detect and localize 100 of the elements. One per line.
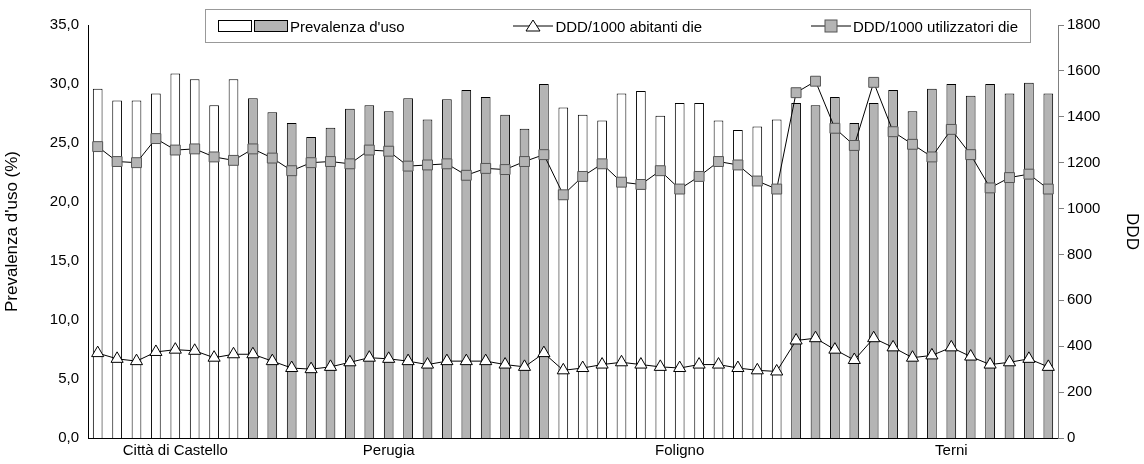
point [945, 123, 957, 135]
point [965, 149, 977, 161]
y2-tick-label: 400 [1067, 336, 1093, 354]
point [828, 342, 842, 354]
x-tick-label: Terni [935, 441, 968, 459]
point [983, 357, 997, 369]
point [1023, 168, 1035, 180]
point [732, 159, 744, 171]
point [886, 339, 900, 352]
point [1022, 351, 1036, 363]
point [344, 158, 356, 170]
point [616, 176, 627, 188]
legend-label: DDD/1000 abitanti die [555, 17, 703, 35]
point [422, 159, 433, 171]
point [557, 189, 569, 201]
point [713, 156, 724, 167]
point [498, 357, 512, 369]
point [635, 179, 647, 190]
point [420, 357, 435, 369]
y-tick-label: 30,0 [49, 74, 79, 92]
y-tick-label: 10,0 [49, 310, 79, 328]
point [731, 360, 745, 373]
legend-label: DDD/1000 utilizzatori die [852, 17, 1018, 35]
point [265, 353, 279, 366]
point [111, 156, 123, 167]
point [228, 154, 239, 166]
point [519, 156, 530, 167]
point [537, 345, 551, 358]
point [131, 157, 142, 169]
point [323, 359, 338, 371]
point [634, 357, 648, 369]
y-tick-label: 35,0 [49, 15, 79, 33]
point [556, 362, 570, 375]
point [441, 158, 453, 170]
point [810, 75, 821, 87]
point [150, 133, 162, 145]
point [692, 357, 706, 369]
y2-tick-label: 1600 [1067, 61, 1101, 79]
point [847, 352, 861, 364]
point [208, 151, 220, 163]
point [1004, 172, 1015, 184]
y-tick-label: 20,0 [49, 192, 79, 210]
y-tick-label: 25,0 [49, 133, 79, 151]
y2-tick-label: 800 [1067, 244, 1093, 262]
point [285, 360, 299, 373]
y-tick-label: 5,0 [58, 369, 79, 387]
point [964, 349, 978, 361]
point [480, 162, 492, 174]
point [1002, 354, 1017, 367]
point [440, 353, 454, 366]
point [325, 156, 336, 167]
point [577, 170, 589, 182]
point [92, 141, 104, 153]
point [848, 140, 860, 151]
point [576, 360, 590, 373]
y2-tick-label: 1800 [1067, 15, 1101, 33]
point [711, 357, 726, 369]
x-tick-label: Città di Castello [122, 441, 228, 459]
point [867, 330, 881, 343]
point [944, 339, 958, 352]
point [674, 183, 686, 195]
point [499, 164, 511, 175]
point [226, 346, 241, 359]
point [362, 350, 376, 362]
point [538, 149, 550, 161]
point [460, 169, 472, 181]
point [517, 359, 532, 371]
point [91, 345, 105, 358]
point [1041, 359, 1055, 371]
point [207, 350, 221, 362]
point [751, 175, 763, 187]
point [907, 138, 918, 150]
y-tick-label: 0,0 [58, 428, 79, 446]
point [654, 165, 666, 177]
point [110, 351, 124, 363]
x-tick-label: Foligno [655, 441, 705, 459]
point [382, 351, 396, 363]
point [926, 151, 938, 163]
point [693, 170, 705, 182]
point [750, 362, 764, 375]
y2-tick-label: 1200 [1067, 152, 1101, 170]
point [383, 145, 395, 157]
point [286, 165, 298, 177]
point [595, 357, 609, 369]
point [789, 332, 803, 345]
point [266, 152, 278, 164]
point [868, 76, 880, 88]
point [829, 122, 841, 134]
point [246, 346, 260, 359]
y2-tick-label: 600 [1067, 290, 1093, 308]
point [1042, 183, 1054, 195]
point [459, 353, 473, 366]
point [790, 87, 802, 99]
y2-tick-label: 0 [1067, 428, 1076, 446]
point [673, 360, 687, 373]
point [343, 354, 357, 367]
legend-label: Prevalenza d'uso [290, 17, 405, 35]
x-tick-label: Perugia [362, 441, 416, 459]
point [169, 144, 181, 156]
y2-tick-label: 200 [1067, 382, 1093, 400]
